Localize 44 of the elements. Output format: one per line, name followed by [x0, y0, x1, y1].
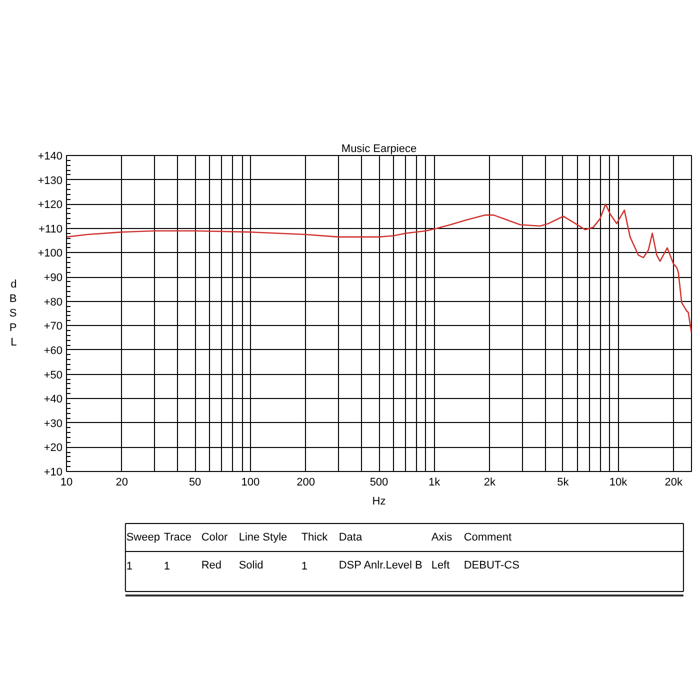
y-tick-label: +90 — [44, 272, 63, 284]
chart-title: Music Earpiece — [341, 143, 417, 155]
x-tick-label: 10 — [60, 476, 73, 488]
x-tick-label: 2k — [484, 476, 496, 488]
y-tick-label: +30 — [44, 418, 63, 430]
y-axis-title: dBSPL — [9, 278, 17, 348]
text: Axis — [431, 532, 453, 544]
text: Solid — [238, 560, 264, 572]
x-tick-label: 500 — [370, 476, 388, 488]
y-tick-label: +80 — [44, 296, 63, 308]
text: Color — [201, 532, 228, 544]
text: Data — [338, 532, 363, 544]
y-tick-label: +140 — [38, 150, 63, 162]
text: 1 — [164, 560, 170, 572]
text: DSP Anlr.Level B — [338, 560, 422, 572]
x-tick-label: 20 — [116, 476, 128, 488]
text: Trace — [164, 532, 192, 544]
text: DEBUT-CS — [464, 560, 520, 572]
text: 1 — [301, 560, 308, 572]
x-tick-label: 200 — [296, 476, 315, 488]
y-tick-label: +50 — [44, 369, 63, 382]
x-axis-title: Hz — [372, 496, 386, 508]
y-tick-label: +20 — [44, 442, 63, 454]
x-tick-label: 50 — [188, 476, 202, 488]
y-tick-label: +10 — [44, 466, 63, 478]
x-tick-label: 1k — [428, 476, 441, 488]
y-tick-label: +40 — [44, 394, 63, 406]
y-tick-label: +130 — [38, 174, 63, 187]
text: Left — [431, 560, 450, 572]
text: 1 — [126, 560, 132, 572]
x-tick-label: 5k — [557, 476, 570, 488]
x-tick-label: 20k — [664, 476, 684, 488]
x-tick-label: 100 — [241, 476, 260, 488]
y-tick-label: +110 — [38, 223, 63, 236]
y-tick-label: +70 — [44, 320, 63, 333]
text: Line Style — [238, 532, 288, 544]
x-tick-label: 10k — [609, 476, 628, 488]
y-tick-label: +100 — [38, 248, 63, 260]
text: Comment — [464, 532, 512, 544]
y-tick-label: +60 — [44, 344, 63, 357]
text: Red — [201, 560, 222, 572]
y-tick-label: +120 — [38, 199, 63, 212]
text: Thick — [301, 532, 328, 544]
text: Sweep — [126, 532, 160, 544]
